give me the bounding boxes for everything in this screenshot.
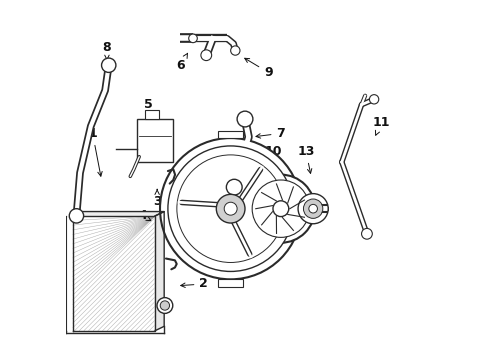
Circle shape xyxy=(201,50,212,60)
Text: 7: 7 xyxy=(256,127,285,140)
Text: 13: 13 xyxy=(297,145,315,174)
Circle shape xyxy=(237,111,253,127)
Circle shape xyxy=(168,146,294,271)
Text: 5: 5 xyxy=(144,98,152,118)
Circle shape xyxy=(252,180,310,237)
FancyArrowPatch shape xyxy=(232,219,250,254)
Circle shape xyxy=(298,194,328,224)
Circle shape xyxy=(160,138,301,279)
Circle shape xyxy=(362,228,372,239)
Circle shape xyxy=(160,301,170,310)
Circle shape xyxy=(157,298,173,314)
Circle shape xyxy=(101,58,116,72)
Circle shape xyxy=(369,95,379,104)
Text: 1: 1 xyxy=(88,127,102,176)
Circle shape xyxy=(231,46,240,55)
Text: 2: 2 xyxy=(181,278,208,291)
FancyBboxPatch shape xyxy=(218,131,243,138)
Circle shape xyxy=(189,34,197,42)
Text: 4: 4 xyxy=(138,210,151,222)
Circle shape xyxy=(309,204,318,213)
FancyBboxPatch shape xyxy=(137,119,173,162)
Circle shape xyxy=(273,201,289,217)
Text: 10: 10 xyxy=(265,145,282,173)
Text: 12: 12 xyxy=(213,138,230,157)
Circle shape xyxy=(247,175,315,243)
Text: 6: 6 xyxy=(176,53,188,72)
Circle shape xyxy=(69,209,84,223)
Circle shape xyxy=(303,199,323,219)
Text: 8: 8 xyxy=(102,41,111,60)
FancyArrowPatch shape xyxy=(182,202,221,205)
Polygon shape xyxy=(155,212,164,330)
FancyBboxPatch shape xyxy=(145,110,159,119)
Circle shape xyxy=(226,179,242,195)
Circle shape xyxy=(177,155,285,262)
Text: 9: 9 xyxy=(245,58,272,79)
Circle shape xyxy=(224,202,237,215)
Text: 11: 11 xyxy=(372,116,390,135)
Polygon shape xyxy=(73,212,164,216)
FancyArrowPatch shape xyxy=(239,170,261,203)
Polygon shape xyxy=(73,216,155,330)
FancyBboxPatch shape xyxy=(218,279,243,287)
Circle shape xyxy=(216,194,245,223)
Text: 3: 3 xyxy=(153,189,161,208)
